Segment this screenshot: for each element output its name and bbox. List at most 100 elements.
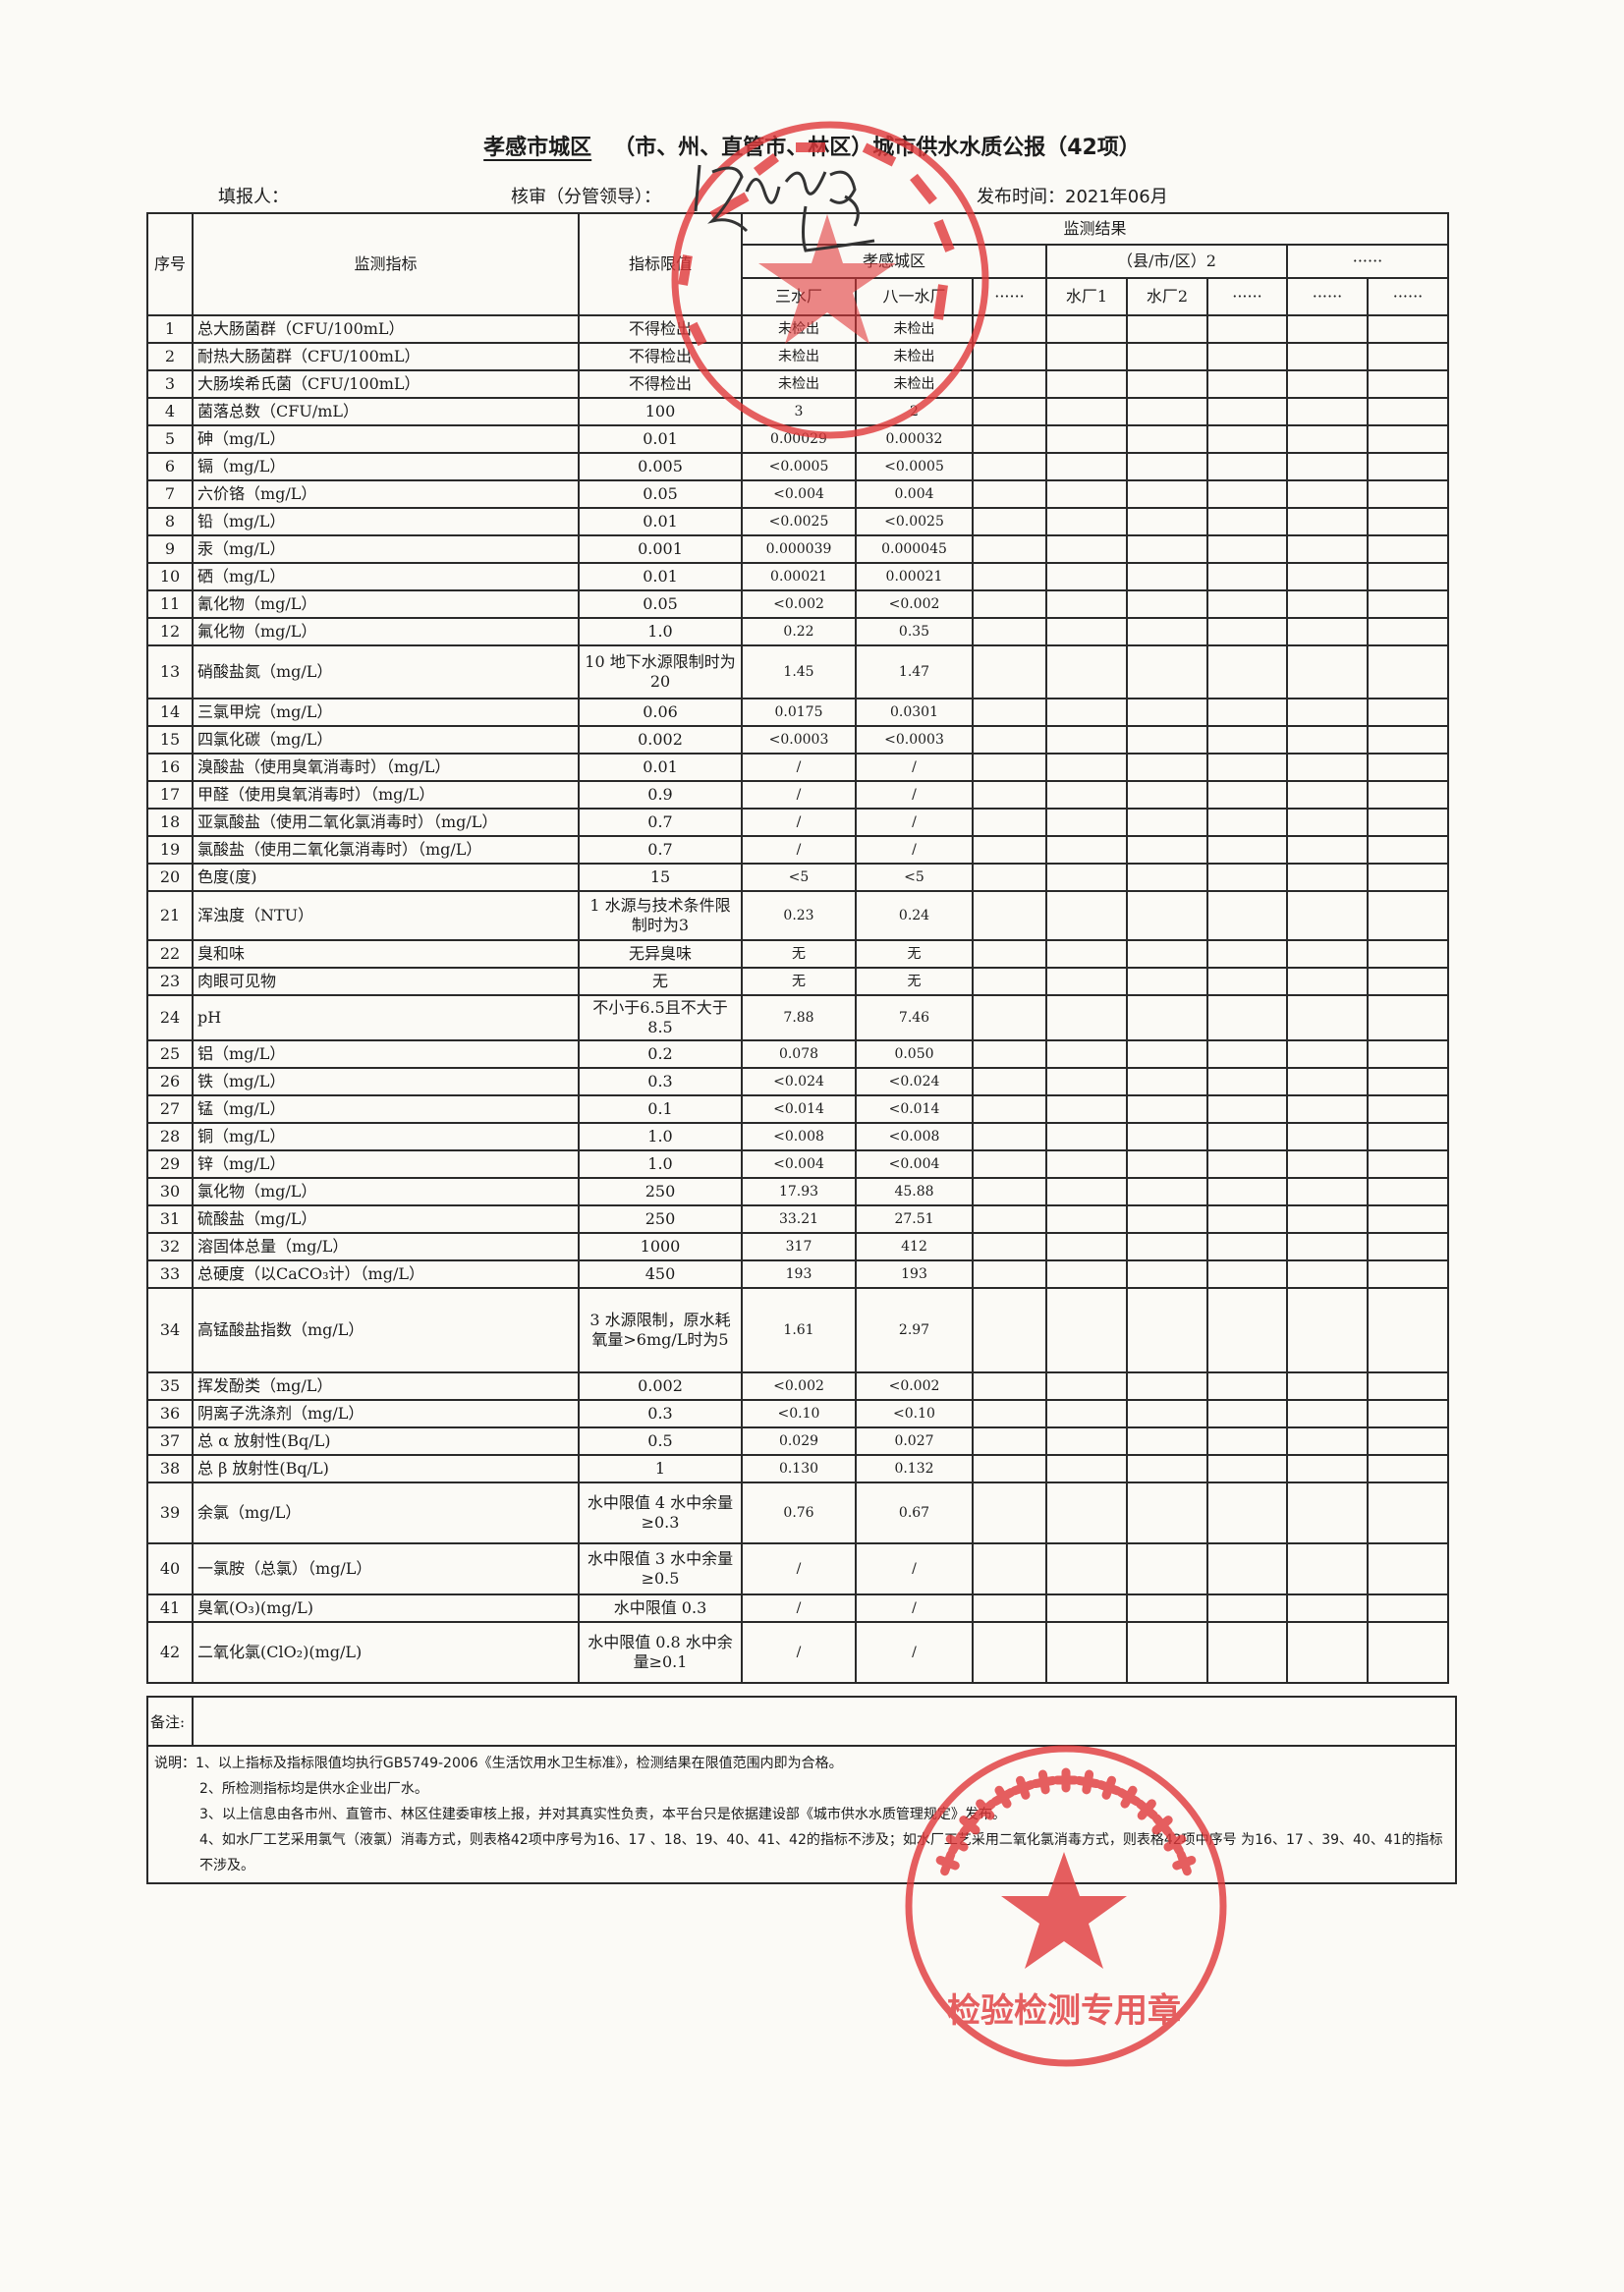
result-empty [1286,1593,1369,1623]
result-empty [1126,1094,1208,1124]
result-empty [1366,1232,1450,1261]
result-empty [1045,1259,1128,1289]
result-empty [1045,342,1128,371]
seal-label: 检验检测专用章 [947,1991,1181,2031]
row-limit: 0.01 [578,562,743,591]
result-sanshuichang: 无 [741,939,857,969]
note-2: 2、所检测指标均是供水企业出厂水。 [199,1781,428,1797]
row-no: 20 [146,863,194,892]
row-no: 11 [146,589,194,619]
result-sanshuichang: / [741,753,857,782]
table-row: 28 铜（mg/L） 1.0 <0.008 <0.008 [146,1122,1450,1151]
result-empty [1366,939,1450,969]
result-empty [1366,1287,1450,1373]
result-empty [1126,534,1208,564]
result-empty [1126,994,1208,1041]
row-no: 14 [146,698,194,727]
result-bayishuichang: / [855,1593,974,1623]
row-no: 36 [146,1399,194,1428]
table-row: 7 六价铬（mg/L） 0.05 <0.004 0.004 [146,479,1450,509]
result-empty [1366,780,1450,810]
water-quality-table: 序号 监测指标 指标限值 监测结果 孝感城区 （县/市/区）2 ······ 三… [146,212,1450,1684]
row-indicator: 溴酸盐（使用臭氧消毒时）（mg/L） [192,753,580,782]
row-limit: 0.01 [578,424,743,454]
result-empty [972,1454,1047,1483]
row-no: 30 [146,1177,194,1206]
table-row: 39 余氯（mg/L） 水中限值 4 水中余量≥0.3 0.76 0.67 [146,1481,1450,1544]
result-empty [1206,369,1288,399]
result-empty [1206,808,1288,837]
row-indicator: 一氯胺（总氯）（mg/L） [192,1542,580,1595]
result-bayishuichang: 0.67 [855,1481,974,1544]
result-sanshuichang: <0.008 [741,1122,857,1151]
result-empty [972,835,1047,865]
result-sanshuichang: <0.0005 [741,452,857,481]
result-empty [1126,424,1208,454]
result-empty [1206,1149,1288,1179]
result-empty [1286,1204,1369,1234]
row-limit: 水中限值 3 水中余量≥0.5 [578,1542,743,1595]
result-empty [1286,1177,1369,1206]
result-empty [1286,1542,1369,1595]
result-empty [1286,863,1369,892]
table-row: 42 二氧化氯(ClO₂)(mg/L) 水中限值 0.8 水中余量≥0.1// [146,1621,1450,1684]
row-no: 23 [146,967,194,996]
result-empty [1366,1177,1450,1206]
result-empty [1366,835,1450,865]
result-empty [1126,753,1208,782]
result-bayishuichang: 未检出 [855,369,974,399]
row-limit: 1 [578,1454,743,1483]
row-limit: 0.7 [578,835,743,865]
notes-lead: 说明： [154,1756,196,1771]
result-sanshuichang: / [741,1593,857,1623]
result-sanshuichang: 193 [741,1259,857,1289]
header-group-county: （县/市/区）2 [1045,244,1288,279]
result-empty [1286,1481,1369,1544]
result-empty [1126,890,1208,941]
row-no: 39 [146,1481,194,1544]
result-empty [1206,479,1288,509]
row-indicator: 砷（mg/L） [192,424,580,454]
result-empty [1126,725,1208,755]
result-empty [1045,369,1128,399]
result-empty [1045,753,1128,782]
table-row: 22 臭和味 无异臭味无无 [146,939,1450,969]
result-empty [1286,1259,1369,1289]
result-empty [1045,863,1128,892]
result-bayishuichang: 0.0301 [855,698,974,727]
result-empty [1206,939,1288,969]
note-4: 4、如水厂工艺采用氯气（液氯）消毒方式，则表格42项中序号为16、17 、18、… [199,1832,1443,1873]
row-limit: 0.3 [578,1399,743,1428]
row-limit: 0.1 [578,1094,743,1124]
result-sanshuichang: 0.00029 [741,424,857,454]
result-empty [1206,753,1288,782]
result-empty [1206,994,1288,1041]
row-indicator: 硒（mg/L） [192,562,580,591]
remarks-value [192,1696,1457,1747]
result-empty [1126,1399,1208,1428]
result-sanshuichang: 33.21 [741,1204,857,1234]
table-row: 34 高锰酸盐指数（mg/L） 3 水源限制，原水耗氧量>6mg/L时为5 1.61 2… [146,1287,1450,1373]
subheader-col: ······ [1366,277,1450,316]
result-empty [972,1177,1047,1206]
result-empty [1045,835,1128,865]
row-indicator: 六价铬（mg/L） [192,479,580,509]
row-no: 6 [146,452,194,481]
result-empty [972,1287,1047,1373]
result-empty [1045,1593,1128,1623]
table-row: 1 总大肠菌群（CFU/100mL） 不得检出 未检出 未检出 [146,314,1450,344]
row-indicator: 臭氧(O₃)(mg/L) [192,1593,580,1623]
subheader-col: ······ [1286,277,1369,316]
result-sanshuichang: <0.0025 [741,507,857,536]
row-indicator: 臭和味 [192,939,580,969]
result-sanshuichang: 0.000039 [741,534,857,564]
result-empty [972,808,1047,837]
result-bayishuichang: <0.004 [855,1149,974,1179]
result-empty [1045,1426,1128,1456]
result-empty [1366,507,1450,536]
row-no: 35 [146,1371,194,1401]
result-empty [1366,1149,1450,1179]
result-empty [1045,507,1128,536]
result-empty [1366,342,1450,371]
row-limit: 0.06 [578,698,743,727]
